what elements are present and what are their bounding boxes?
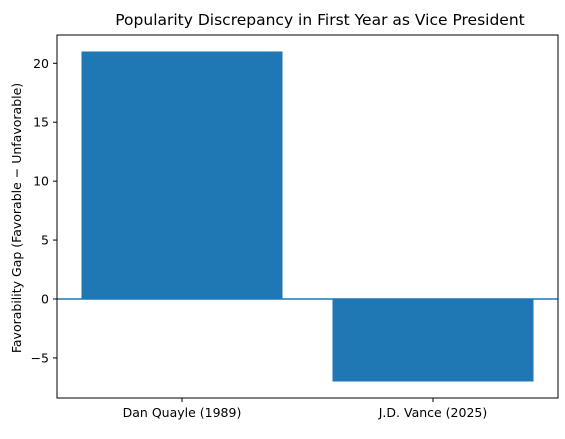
x-ticks: Dan Quayle (1989) J.D. Vance (2025) [123, 398, 488, 420]
bar-0 [81, 51, 283, 299]
y-tick-label: 10 [33, 174, 49, 189]
x-tick-label: J.D. Vance (2025) [378, 405, 488, 420]
plot-frame [56, 34, 559, 399]
y-tick-label: 5 [41, 233, 49, 248]
chart-title: Popularity Discrepancy in First Year as … [115, 11, 525, 29]
bars-layer [81, 51, 534, 382]
y-axis-label: Favorability Gap (Favorable − Unfavorabl… [9, 83, 24, 353]
bar-1 [332, 299, 534, 382]
y-ticks: −5 0 5 10 15 20 [31, 56, 57, 365]
y-tick-label: 20 [33, 56, 49, 71]
axes-frame [56, 34, 559, 399]
y-tick-label: −5 [31, 350, 49, 365]
y-tick-label: 0 [41, 292, 49, 307]
y-tick-label: 15 [33, 115, 49, 130]
x-tick-label: Dan Quayle (1989) [123, 405, 242, 420]
